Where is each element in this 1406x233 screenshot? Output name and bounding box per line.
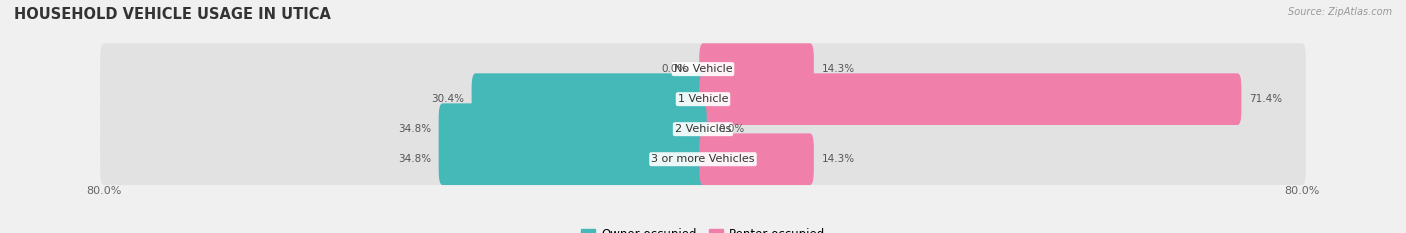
FancyBboxPatch shape xyxy=(100,73,1306,125)
Text: HOUSEHOLD VEHICLE USAGE IN UTICA: HOUSEHOLD VEHICLE USAGE IN UTICA xyxy=(14,7,330,22)
Legend: Owner-occupied, Renter-occupied: Owner-occupied, Renter-occupied xyxy=(576,224,830,233)
Text: 0.0%: 0.0% xyxy=(718,124,744,134)
Text: 14.3%: 14.3% xyxy=(821,64,855,74)
FancyBboxPatch shape xyxy=(100,103,1306,155)
Text: 14.3%: 14.3% xyxy=(821,154,855,164)
FancyBboxPatch shape xyxy=(439,133,707,185)
FancyBboxPatch shape xyxy=(100,133,1306,185)
Text: 0.0%: 0.0% xyxy=(662,64,688,74)
FancyBboxPatch shape xyxy=(699,133,814,185)
Text: 71.4%: 71.4% xyxy=(1249,94,1282,104)
Text: Source: ZipAtlas.com: Source: ZipAtlas.com xyxy=(1288,7,1392,17)
FancyBboxPatch shape xyxy=(699,73,1241,125)
FancyBboxPatch shape xyxy=(471,73,707,125)
FancyBboxPatch shape xyxy=(439,103,707,155)
Text: 3 or more Vehicles: 3 or more Vehicles xyxy=(651,154,755,164)
FancyBboxPatch shape xyxy=(100,43,1306,95)
Text: 1 Vehicle: 1 Vehicle xyxy=(678,94,728,104)
Text: No Vehicle: No Vehicle xyxy=(673,64,733,74)
Text: 2 Vehicles: 2 Vehicles xyxy=(675,124,731,134)
Text: 30.4%: 30.4% xyxy=(432,94,464,104)
Text: 34.8%: 34.8% xyxy=(398,124,432,134)
FancyBboxPatch shape xyxy=(699,43,814,95)
Text: 34.8%: 34.8% xyxy=(398,154,432,164)
